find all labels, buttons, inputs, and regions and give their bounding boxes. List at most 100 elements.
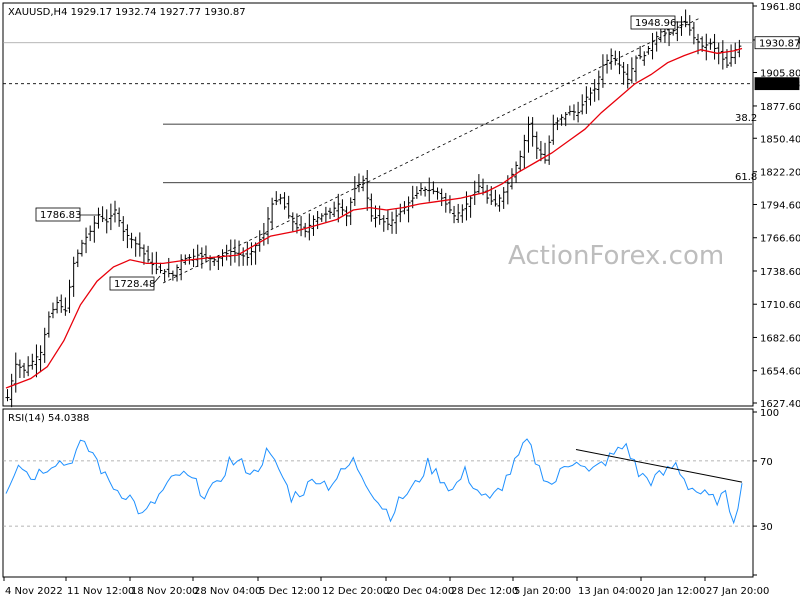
- ohlc-bar: [175, 264, 180, 282]
- ohlc-bar: [67, 279, 72, 314]
- ohlc-bar: [232, 239, 237, 263]
- ohlc-bar: [319, 213, 324, 222]
- time-axis-label: 12 Dec 20:00: [322, 586, 389, 597]
- ohlc-bar: [700, 36, 705, 52]
- ohlc-bar: [580, 94, 585, 115]
- ohlc-bar: [257, 230, 262, 252]
- ohlc-bar: [410, 185, 415, 209]
- time-axis-label: 5 Jan 20:00: [514, 586, 571, 597]
- price-axis-label: 1877.60: [760, 102, 800, 113]
- price-axis-label: 1738.60: [760, 267, 800, 278]
- rsi-axis-label: 100: [760, 408, 779, 419]
- ohlc-bar: [650, 32, 655, 60]
- ohlc-bar: [452, 205, 457, 224]
- price-callout-1948.96: 1948.96: [630, 15, 676, 30]
- ohlc-bar: [609, 48, 614, 70]
- rsi-panel: [2, 408, 754, 578]
- ohlc-bar: [526, 116, 531, 153]
- ohlc-bar: [220, 249, 225, 267]
- ohlc-bar: [290, 212, 295, 232]
- ohlc-bar: [423, 186, 428, 197]
- ohlc-bar: [30, 353, 35, 370]
- svg-text:1896.38: 1896.38: [759, 80, 800, 91]
- ohlc-bar: [286, 195, 291, 219]
- price-axis-label: 1682.60: [760, 333, 800, 344]
- ohlc-bar: [22, 362, 27, 378]
- time-axis-label: 28 Dec 12:00: [451, 586, 518, 597]
- ohlc-bar: [600, 54, 605, 88]
- ohlc-bar: [675, 21, 680, 42]
- ohlc-bar: [638, 46, 643, 60]
- ohlc-bar: [679, 16, 684, 36]
- rsi-divergence-line: [575, 448, 743, 483]
- rsi-axis-label: 30: [760, 522, 773, 533]
- ohlc-bar: [340, 199, 345, 216]
- ohlc-bar: [361, 175, 366, 192]
- ohlc-bar: [108, 203, 113, 231]
- rsi-axis-label: 70: [760, 457, 773, 468]
- ohlc-bar: [88, 225, 93, 242]
- ohlc-bar: [278, 193, 283, 205]
- ohlc-bar: [704, 33, 709, 61]
- time-axis-label: 28 Nov 04:00: [194, 586, 261, 597]
- ohlc-bar: [687, 15, 692, 36]
- callout-connector: [153, 275, 161, 284]
- ohlc-bar: [137, 232, 142, 257]
- price-axis-label: 1850.40: [760, 134, 800, 145]
- ohlc-bar: [431, 181, 436, 195]
- ohlc-bar: [406, 196, 411, 223]
- price-axis-label: 1961.80: [760, 2, 800, 13]
- ohlc-bar: [418, 182, 423, 196]
- price-callout-1786.83: 1786.83: [35, 207, 81, 222]
- rsi-line: [5, 438, 743, 525]
- time-axis-label: 27 Jan 20:00: [706, 586, 769, 597]
- ohlc-bar: [633, 55, 638, 82]
- ohlc-bar: [394, 209, 399, 234]
- moving-average-line: [5, 47, 743, 389]
- ohlc-bar: [530, 117, 535, 147]
- ohlc-bar: [365, 170, 370, 211]
- ohlc-bar: [385, 209, 390, 231]
- ohlc-bar: [596, 70, 601, 101]
- ohlc-bar: [373, 205, 378, 228]
- ohlc-bar: [224, 244, 229, 261]
- svg-text:1948.96: 1948.96: [635, 18, 676, 29]
- ohlc-bar: [303, 222, 308, 238]
- ohlc-bar: [563, 112, 568, 127]
- ohlc-bar: [439, 188, 444, 207]
- ohlc-bar: [642, 51, 647, 66]
- price-axis-label: 1710.60: [760, 300, 800, 311]
- ohlc-bar: [414, 186, 419, 199]
- ohlc-bar: [253, 242, 258, 265]
- ohlc-bar: [141, 244, 146, 265]
- ohlc-bar: [245, 241, 250, 266]
- ohlc-bar: [571, 104, 576, 121]
- time-axis-label: 5 Dec 12:00: [259, 586, 320, 597]
- ohlc-bar: [497, 194, 502, 212]
- time-axis-label: 11 Nov 12:00: [67, 586, 134, 597]
- ohlc-bar: [605, 54, 610, 74]
- ohlc-bar: [613, 50, 618, 66]
- price-callout-1728.48: 1728.48: [109, 276, 155, 291]
- price-axis-label: 1627.40: [760, 399, 800, 410]
- ohlc-bar: [356, 173, 361, 193]
- ohlc-bar: [179, 254, 184, 281]
- watermark: ActionForex.com: [508, 241, 724, 271]
- ohlc-bar: [555, 117, 560, 131]
- ohlc-bar: [55, 296, 60, 314]
- ohlc-bar: [708, 38, 713, 50]
- ohlc-bar: [559, 114, 564, 126]
- ohlc-bar: [691, 21, 696, 45]
- ohlc-bar: [646, 45, 651, 55]
- support-level-badge: 1896.38: [754, 77, 800, 91]
- ohlc-bar: [274, 191, 279, 206]
- ohlc-bar: [447, 195, 452, 214]
- ohlc-bar: [522, 134, 527, 169]
- svg-text:1786.83: 1786.83: [40, 210, 81, 221]
- svg-text:1930.87: 1930.87: [759, 39, 800, 50]
- ohlc-bar: [538, 141, 543, 162]
- ohlc-bar: [75, 249, 80, 268]
- ohlc-bar: [9, 373, 14, 408]
- ohlc-bar: [625, 64, 630, 89]
